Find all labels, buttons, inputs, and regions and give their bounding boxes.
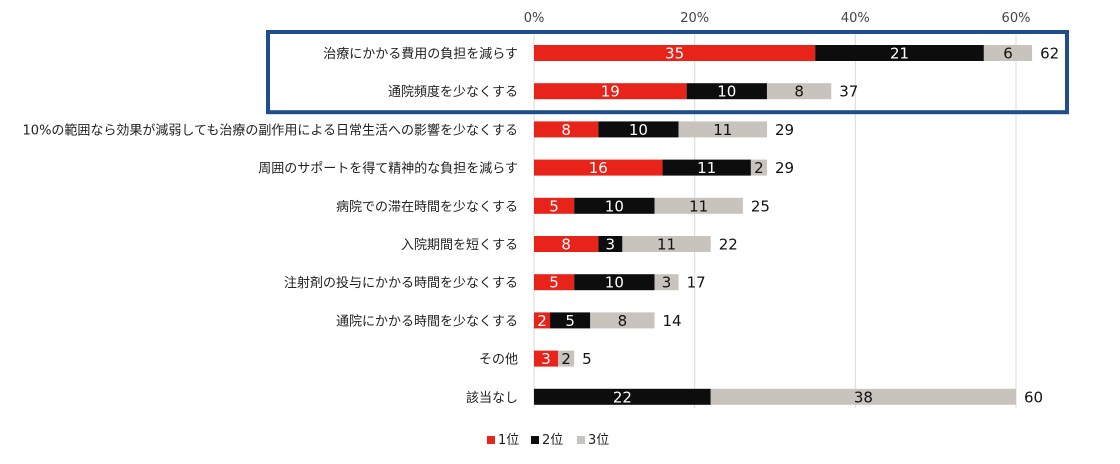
category-label: 注射剤の投与にかかる時間を少なくする (284, 275, 518, 291)
bar-total-label: 22 (719, 236, 738, 254)
segment-value-label: 8 (561, 236, 571, 254)
x-tick-label: 20% (680, 11, 709, 26)
category-label: 病院での滞在時間を少なくする (336, 200, 518, 215)
segment-value-label: 11 (713, 121, 732, 139)
segment-value-label: 3 (541, 350, 551, 368)
bar-segment-rank-1 (534, 121, 599, 138)
segment-value-label: 38 (854, 388, 873, 406)
legend-label: 2位 (542, 433, 563, 448)
bar-segment-rank-3 (654, 197, 743, 214)
bar-segment-rank-2 (598, 236, 623, 252)
segment-value-label: 2 (561, 350, 571, 368)
segment-value-label: 3 (606, 236, 616, 254)
bar-segment-rank-3 (678, 121, 767, 138)
bar-segment-rank-2 (815, 45, 984, 61)
category-label: 該当なし (466, 390, 518, 406)
bar-segment-rank-1 (534, 236, 599, 252)
bar-segment-rank-1 (534, 83, 687, 100)
bar-segment-rank-2 (662, 159, 751, 176)
segment-value-label: 6 (1003, 45, 1013, 63)
category-label: 通院にかかる時間を少なくする (336, 314, 518, 329)
segment-value-label: 35 (665, 45, 684, 63)
highlight-rectangle (266, 30, 1069, 115)
bar-segment-rank-3 (710, 388, 1016, 405)
bar-segment-rank-3 (766, 83, 832, 100)
bar-segment-rank-3 (558, 350, 575, 367)
segment-value-label: 10 (717, 83, 736, 101)
segment-value-label: 22 (613, 388, 632, 406)
bar-segment-rank-3 (590, 312, 655, 329)
category-label: 10%の範囲なら効果が減弱しても治療の副作用による日常生活への影響を少なくする (23, 122, 518, 138)
segment-value-label: 11 (697, 159, 716, 177)
x-tick-label: 60% (1002, 11, 1031, 26)
bar-total-label: 25 (751, 197, 770, 215)
bar-segment-rank-2 (574, 197, 655, 214)
legend: 1位 2位 3位 (487, 433, 609, 448)
category-label: その他 (479, 353, 518, 368)
bar-segment-rank-1 (534, 45, 816, 61)
legend-label: 3位 (588, 433, 609, 448)
bar-segment-rank-2 (534, 388, 711, 405)
x-tick-label: 0% (524, 11, 545, 26)
x-tick-label: 40% (841, 11, 870, 26)
segment-value-label: 5 (549, 274, 559, 292)
bar-total-label: 14 (663, 312, 682, 330)
legend-swatch-rank-3 (577, 436, 585, 444)
bar-segment-rank-2 (574, 274, 655, 291)
segment-value-label: 10 (629, 121, 648, 139)
segment-value-label: 21 (890, 45, 909, 63)
segment-value-label: 3 (662, 274, 672, 292)
bar-segment-rank-2 (686, 83, 767, 100)
bar-segment-rank-1 (534, 312, 551, 329)
bar-segment-rank-3 (983, 45, 1033, 61)
legend-swatch-rank-1 (487, 436, 495, 444)
segment-value-label: 19 (601, 83, 620, 101)
bar-segment-rank-2 (550, 312, 591, 329)
segment-value-label: 8 (618, 312, 628, 330)
bar-segment-rank-1 (534, 350, 559, 367)
category-label: 入院期間を短くする (401, 238, 518, 253)
bar-total-label: 5 (582, 350, 592, 368)
bar-segment-rank-1 (534, 159, 663, 176)
bar-total-label: 60 (1024, 388, 1043, 406)
bar-segment-rank-3 (654, 274, 679, 291)
category-label: 周囲のサポートを得て精神的な負担を減らす (258, 161, 518, 177)
bar-total-label: 37 (839, 83, 858, 101)
x-axis-tick-labels: 0% 20% 40% 60% (524, 11, 1031, 26)
bar-total-label: 17 (687, 274, 706, 292)
bar-total-label: 29 (775, 121, 794, 139)
segment-value-label: 8 (794, 83, 804, 101)
highlight-box (266, 30, 1069, 115)
segment-value-label: 5 (549, 197, 559, 215)
segment-value-label: 2 (754, 159, 764, 177)
category-label: 通院頻度を少なくする (388, 84, 518, 100)
segment-value-label: 8 (561, 121, 571, 139)
segment-value-label: 11 (689, 197, 708, 215)
bar-segment-rank-1 (534, 197, 575, 214)
segment-value-label: 2 (537, 312, 547, 330)
bar-segment-rank-1 (534, 274, 575, 291)
segment-value-label: 10 (605, 197, 624, 215)
bar-segment-rank-3 (622, 236, 711, 252)
bar-total-label: 29 (775, 159, 794, 177)
legend-swatch-rank-2 (531, 436, 539, 444)
segment-value-label: 5 (565, 312, 575, 330)
segment-value-label: 11 (657, 236, 676, 254)
segment-value-label: 10 (605, 274, 624, 292)
category-label: 治療にかかる費用の負担を減らす (323, 46, 518, 62)
bar-segment-rank-2 (598, 121, 679, 138)
legend-label: 1位 (498, 433, 519, 448)
bar-segment-rank-3 (750, 159, 767, 176)
segment-value-label: 16 (589, 159, 608, 177)
bar-total-label: 62 (1040, 45, 1059, 63)
